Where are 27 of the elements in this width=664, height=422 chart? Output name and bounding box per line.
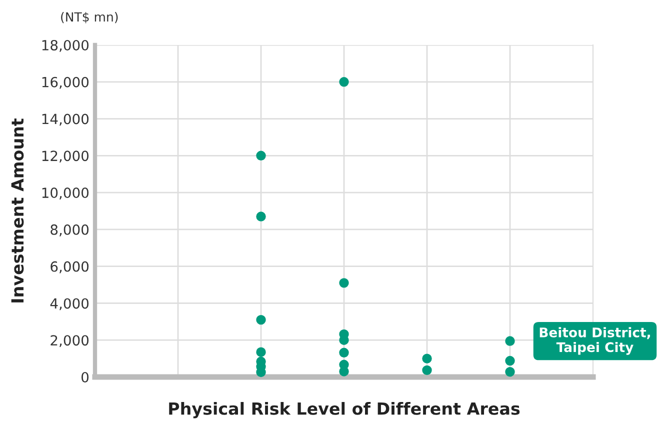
point [339, 77, 349, 87]
y-tick-label: 18,000 [42, 40, 89, 52]
y-tick-label: 8,000 [50, 224, 89, 236]
point [339, 278, 349, 288]
text: (NT$ mn) [61, 12, 118, 24]
y-tick-label: 4,000 [50, 298, 89, 310]
y-tick-label: 14,000 [42, 114, 89, 126]
y-tick-label: 0 [82, 372, 89, 382]
y-tick-label: 2,000 [50, 335, 89, 347]
point [505, 356, 515, 366]
annotation: Beitou District, Taipei City [540, 327, 650, 355]
y-tick-label: 12,000 [42, 150, 89, 163]
y-tick-label: 16,000 [42, 76, 89, 89]
point [422, 365, 432, 376]
point [256, 347, 266, 357]
x-axis-title: Physical Risk Level of Different Areas [169, 402, 520, 418]
y-axis-title: Investment Amount [11, 118, 24, 302]
point [256, 212, 266, 222]
point [256, 314, 266, 325]
point [505, 366, 515, 377]
point [505, 336, 515, 346]
point [339, 366, 349, 376]
point [256, 150, 266, 161]
y-tick-label: 10,000 [42, 188, 89, 200]
point [339, 348, 349, 358]
point [422, 354, 432, 364]
y-tick-label: 6,000 [50, 261, 89, 274]
